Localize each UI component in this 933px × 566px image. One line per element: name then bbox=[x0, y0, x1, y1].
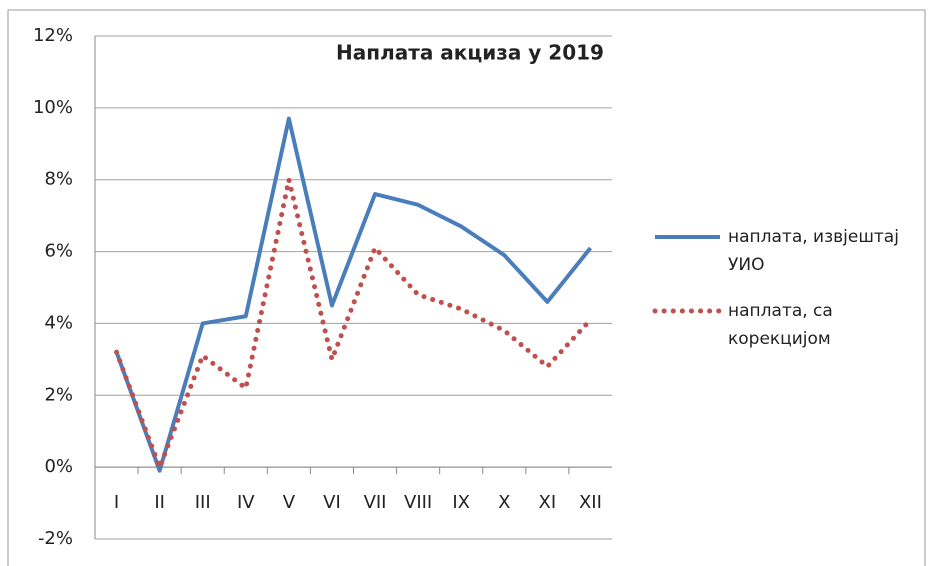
y-tick-label: 10% bbox=[33, 97, 73, 118]
y-tick-label: 2% bbox=[44, 384, 73, 405]
y-tick-label: 0% bbox=[44, 456, 73, 477]
y-tick-label: 6% bbox=[44, 241, 73, 262]
series-line bbox=[114, 177, 593, 470]
x-tick-label: IX bbox=[452, 492, 470, 513]
x-tick-label: XI bbox=[539, 492, 557, 513]
frame bbox=[7, 9, 926, 566]
x-tick-label: VII bbox=[364, 492, 387, 513]
x-tick-label: X bbox=[498, 492, 510, 513]
x-tick-label: XII bbox=[579, 492, 602, 513]
legend-label: наплата, извјештај УИО bbox=[728, 227, 899, 275]
chart-title: Наплата акциза у 2019 bbox=[336, 41, 604, 65]
x-tick-label: II bbox=[154, 492, 165, 513]
y-tick-label: -2% bbox=[38, 528, 73, 549]
y-tick-label: 4% bbox=[44, 312, 73, 333]
legend-label: наплата, са корекцијом bbox=[728, 301, 833, 349]
y-tick-label: 12% bbox=[33, 25, 73, 46]
x-tick-label: VIII bbox=[404, 492, 432, 513]
x-tick-label: VI bbox=[323, 492, 341, 513]
x-tick-label: III bbox=[195, 492, 211, 513]
x-tick-label: IV bbox=[237, 492, 255, 513]
y-tick-label: 8% bbox=[44, 169, 73, 190]
x-tick-label: V bbox=[283, 492, 296, 513]
series-line bbox=[114, 116, 593, 473]
x-tick-label: I bbox=[114, 492, 119, 513]
